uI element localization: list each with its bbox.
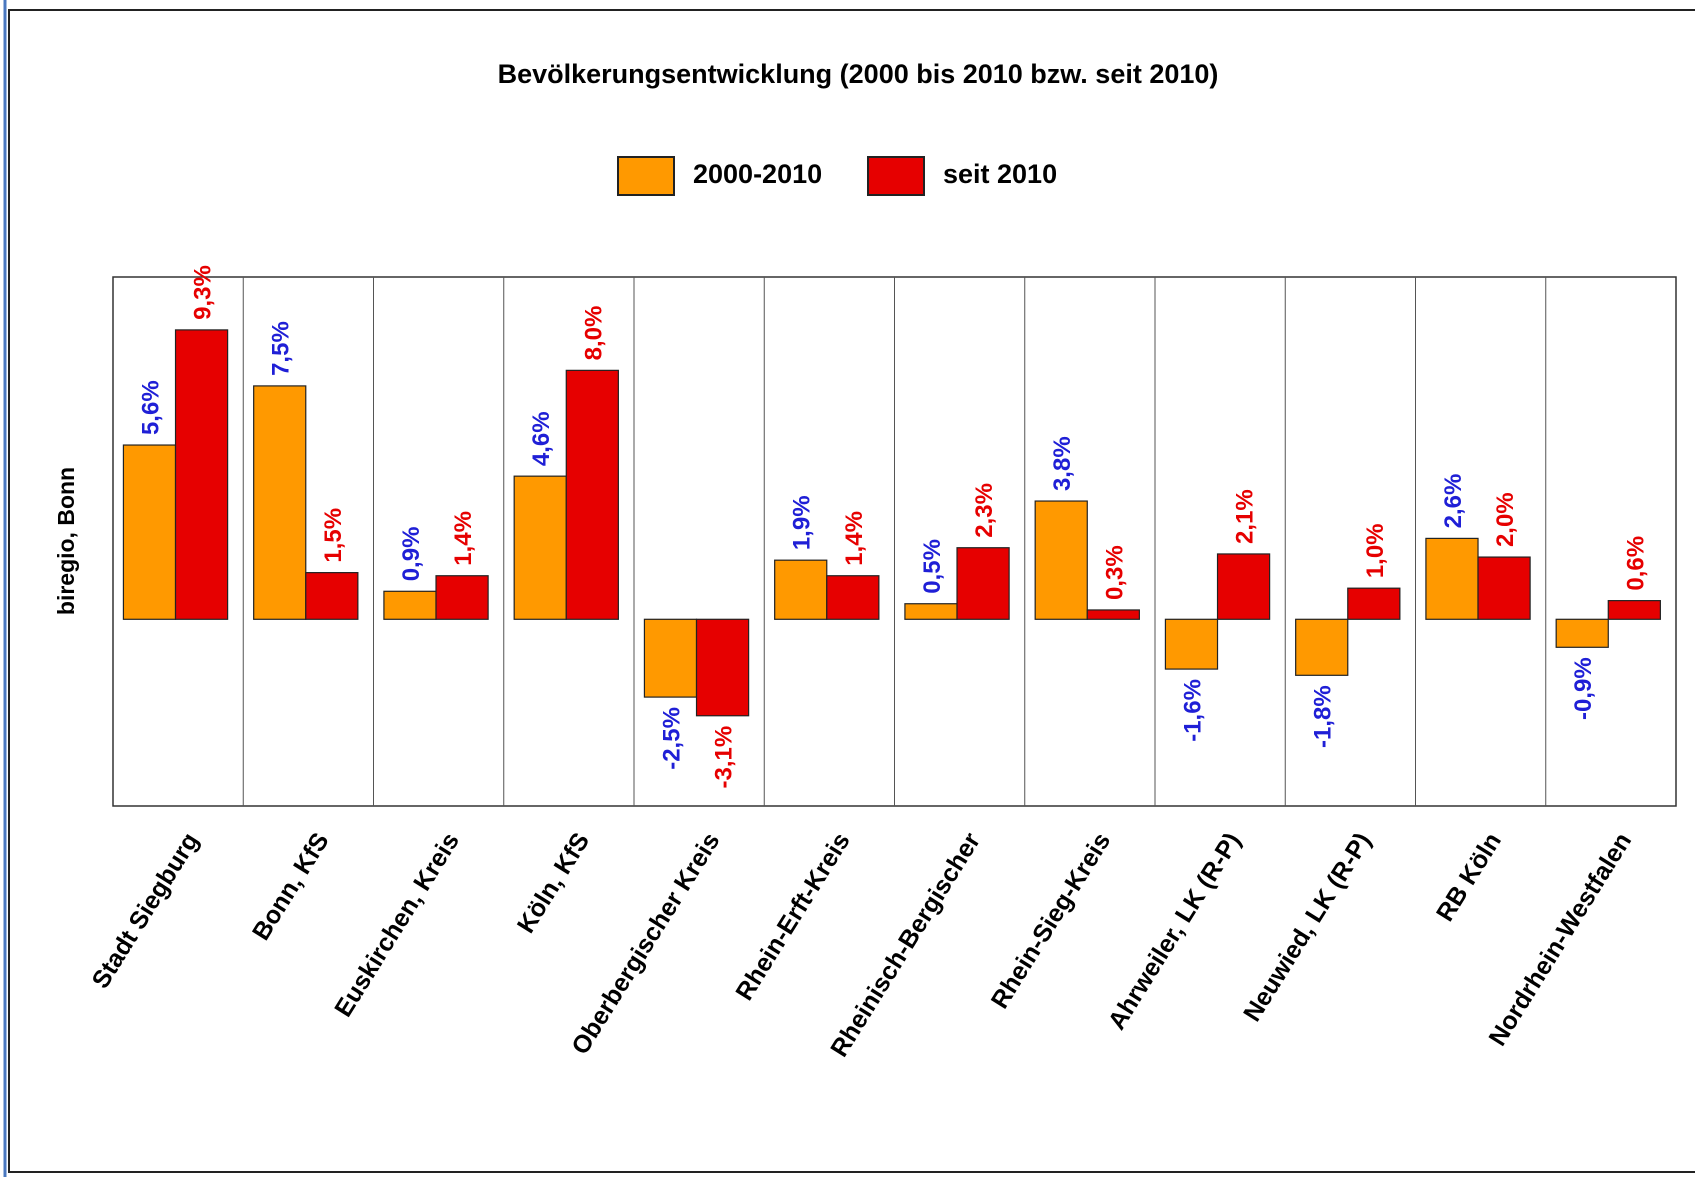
value-label: 7,5% — [268, 321, 295, 376]
bar — [435, 575, 489, 620]
value-label: 1,4% — [450, 511, 477, 566]
x-tick-label: Oberbergischer Kreis — [566, 828, 725, 1060]
bar — [1555, 618, 1609, 648]
value-label: 2,0% — [1492, 492, 1519, 547]
bar — [1086, 609, 1140, 620]
bar — [826, 575, 880, 620]
x-tick-label: Neuwied, LK (R-P) — [1238, 828, 1377, 1027]
chart-title: Bevölkerungsentwicklung (2000 bis 2010 b… — [498, 59, 1219, 89]
bar — [1216, 553, 1271, 620]
legend-label: 2000-2010 — [693, 159, 822, 189]
value-label: 5,6% — [137, 380, 164, 435]
bar — [956, 547, 1010, 620]
bar — [383, 590, 437, 620]
bar — [695, 618, 750, 717]
value-label: 3,8% — [1049, 436, 1076, 491]
bar — [565, 369, 619, 620]
bar — [1295, 618, 1349, 676]
value-label: 2,1% — [1232, 489, 1259, 544]
legend-swatch — [867, 156, 925, 196]
value-label: -3,1% — [711, 726, 738, 789]
bar — [305, 572, 359, 620]
value-label: 1,5% — [320, 508, 347, 563]
bar — [1034, 500, 1088, 620]
x-tick-label: Nordrhein-Westfalen — [1483, 828, 1637, 1051]
bar — [1607, 600, 1661, 620]
value-label: 1,0% — [1362, 523, 1389, 578]
value-label: 8,0% — [580, 306, 607, 361]
y-axis-label: biregio, Bonn — [53, 467, 79, 615]
value-label: 4,6% — [528, 411, 555, 466]
bar — [253, 385, 307, 620]
value-label: 2,6% — [1440, 474, 1467, 529]
value-label: -2,5% — [658, 707, 685, 770]
bar — [1347, 587, 1401, 620]
x-tick-label: Stadt Siegburg — [86, 828, 204, 994]
frame — [8, 9, 1695, 1173]
value-label: 1,4% — [841, 511, 868, 566]
x-tick-label: Rhein-Sieg-Kreis — [986, 828, 1116, 1014]
value-label: -1,8% — [1310, 685, 1337, 748]
x-tick-label: Bonn, KfS — [247, 828, 335, 945]
x-tick-label: Euskirchen, Kreis — [329, 828, 465, 1022]
value-label: 9,3% — [190, 265, 217, 320]
bar — [774, 559, 828, 620]
x-tick-label: Ahrweiler, LK (R-P) — [1103, 828, 1247, 1035]
value-label: 2,3% — [971, 483, 998, 538]
bar — [1164, 618, 1219, 670]
x-tick-label: Rheinisch-Bergischer — [825, 828, 986, 1062]
value-label: 0,3% — [1101, 545, 1128, 600]
x-tick-label: Köln, KfS — [512, 828, 595, 938]
value-label: -0,9% — [1570, 657, 1597, 720]
bar — [1477, 556, 1531, 620]
bar — [174, 329, 229, 620]
value-label: 0,9% — [398, 527, 425, 582]
value-label: 1,9% — [789, 495, 816, 550]
bar — [513, 475, 567, 620]
bar — [904, 603, 958, 620]
x-tick-label: RB Köln — [1431, 828, 1507, 926]
bar — [643, 618, 698, 698]
legend-label: seit 2010 — [943, 159, 1057, 189]
value-label: 0,5% — [919, 539, 946, 594]
value-label: 0,6% — [1622, 536, 1649, 591]
value-label: -1,6% — [1179, 679, 1206, 742]
legend-swatch — [617, 156, 675, 196]
x-tick-label: Rhein-Erft-Kreis — [730, 828, 855, 1005]
bar — [1425, 537, 1479, 620]
bar — [122, 444, 177, 620]
